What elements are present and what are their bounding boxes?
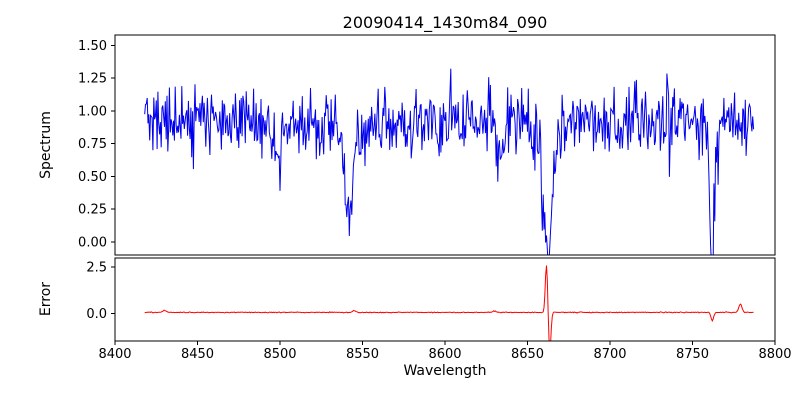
y-tick-label: 0.75: [78, 137, 107, 152]
y-tick-label: 1.50: [78, 39, 107, 54]
error-line: [144, 265, 754, 341]
chart-title: 20090414_1430m84_090: [342, 13, 548, 32]
x-tick-label: 8700: [593, 347, 626, 362]
y-tick-label: 0.50: [78, 170, 107, 185]
y-tick-label: 2.5: [86, 261, 107, 276]
x-tick-label: 8500: [263, 347, 296, 362]
x-axis-label: Wavelength: [403, 363, 487, 379]
spectrum-axes-frame: [114, 34, 776, 256]
spectrum-line: [144, 68, 755, 255]
y-tick-label: 1.00: [78, 104, 107, 119]
y-tick-label: 0.25: [78, 203, 107, 218]
x-tick-label: 8750: [676, 347, 709, 362]
x-tick-label: 8800: [758, 347, 791, 362]
x-tick-label: 8600: [428, 347, 461, 362]
x-tick-label: 8400: [98, 347, 131, 362]
x-tick-label: 8450: [181, 347, 214, 362]
x-tick-label: 8650: [511, 347, 544, 362]
error-axes-frame: [114, 257, 776, 342]
x-tick-label: 8550: [346, 347, 379, 362]
y-tick-label: 1.25: [78, 72, 107, 87]
y-tick-label: 0.0: [86, 307, 107, 322]
y-tick-label: 0.00: [78, 235, 107, 250]
